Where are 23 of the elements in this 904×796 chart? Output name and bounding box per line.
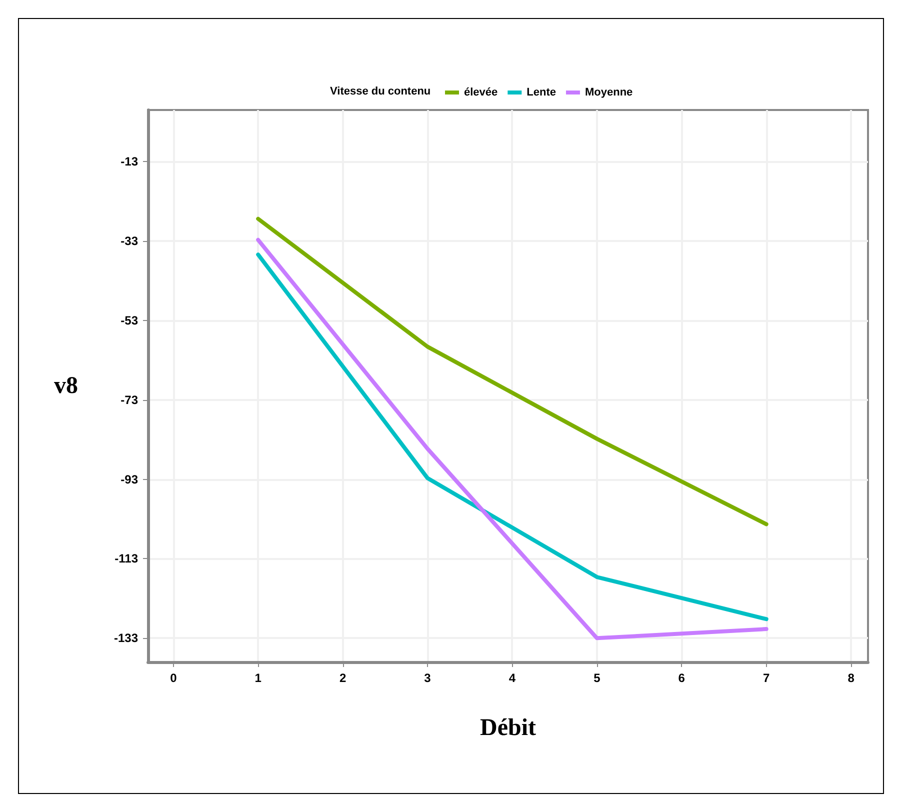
y-tick-label: -33	[120, 234, 138, 248]
y-tick-label: -73	[120, 392, 138, 407]
y-axis-title: v8	[54, 373, 78, 399]
x-tick-label: 5	[594, 671, 601, 685]
x-axis-title: Débit	[480, 715, 536, 741]
x-tick-label: 2	[339, 671, 346, 685]
line-series	[256, 216, 768, 526]
x-tick-label: 4	[508, 671, 516, 685]
y-tick-label: -93	[120, 472, 138, 486]
legend-label: Moyenne	[584, 86, 633, 98]
x-tick-label: 3	[424, 671, 432, 685]
legend-label: Lente	[526, 86, 556, 98]
y-tick-label: -13	[120, 154, 138, 169]
x-tick-label: 0	[170, 671, 178, 685]
x-tick-label: 6	[678, 671, 686, 685]
x-tick-label: 8	[848, 671, 855, 685]
legend-label: élevée	[464, 86, 498, 98]
legend-title: Vitesse du contenu	[330, 86, 431, 98]
x-tick-label: 7	[763, 671, 770, 685]
x-tick-label: 1	[254, 671, 262, 685]
y-tick-label: -113	[114, 552, 138, 566]
y-tick-label: -133	[114, 631, 138, 646]
y-tick-label: -53	[120, 313, 138, 328]
